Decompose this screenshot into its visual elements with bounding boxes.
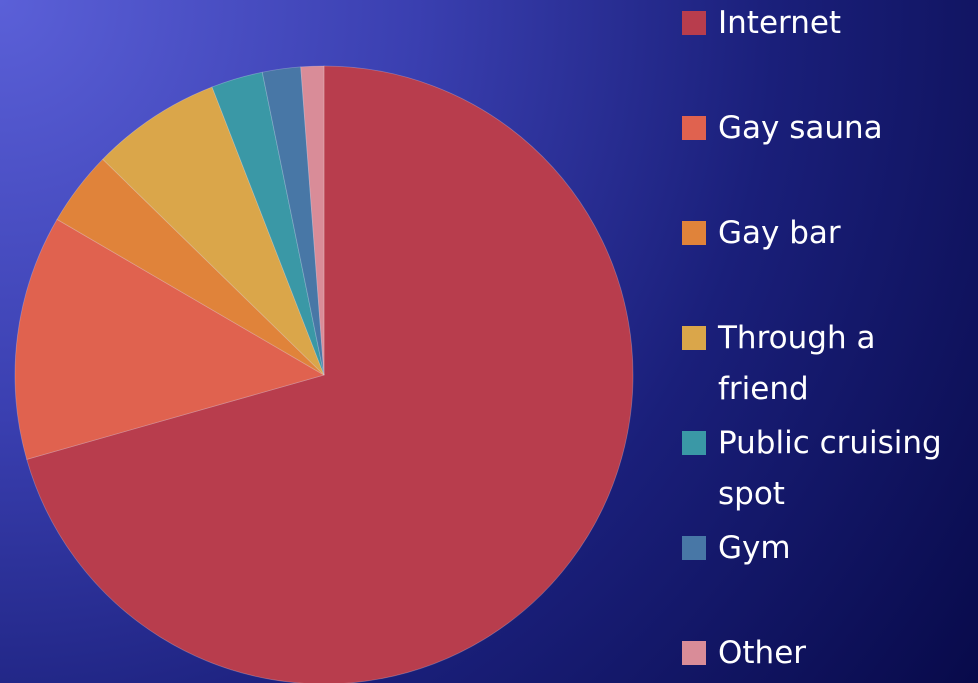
legend-label: Gay sauna: [718, 110, 883, 146]
legend-item: Other: [682, 628, 944, 679]
legend-label: Through a friend: [718, 320, 876, 407]
pie-slice: [300, 65, 325, 376]
legend-label: Internet: [718, 5, 842, 41]
legend-item: Public cruising spot: [682, 418, 944, 520]
legend-item: Internet: [682, 0, 944, 49]
legend-item: Gay bar: [682, 208, 944, 259]
legend-label: Gay bar: [718, 215, 841, 251]
legend-item: Gym: [682, 523, 944, 574]
pie-slice: [261, 66, 325, 376]
pie-slice: [102, 86, 325, 376]
legend-label: Gym: [718, 530, 791, 566]
legend-swatch: [682, 11, 706, 35]
legend-label: Public cruising spot: [718, 425, 942, 512]
legend-item: Through a friend: [682, 313, 944, 415]
pie-slice: [26, 65, 634, 683]
legend-swatch: [682, 641, 706, 665]
legend-swatch: [682, 326, 706, 350]
legend-swatch: [682, 221, 706, 245]
pie-slice: [211, 71, 325, 376]
legend-swatch: [682, 116, 706, 140]
chart: [14, 65, 634, 683]
legend-item: Gay sauna: [682, 103, 944, 154]
legend-swatch: [682, 536, 706, 560]
legend-label: Other: [718, 635, 807, 671]
pie-slice: [56, 158, 325, 376]
pie-slice: [14, 218, 326, 460]
legend-swatch: [682, 431, 706, 455]
